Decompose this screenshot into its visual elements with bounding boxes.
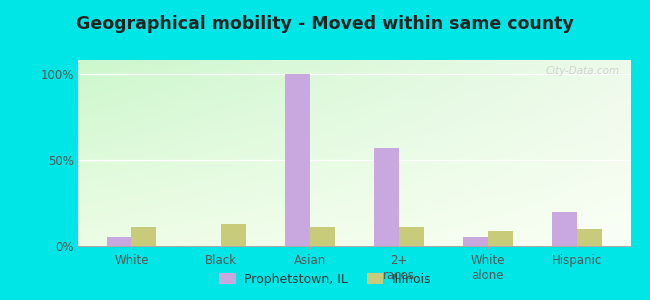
Bar (131, 227, 157, 246)
Legend: Prophetstown, IL, Illinois: Prophetstown, IL, Illinois (214, 268, 436, 291)
Bar (309, 227, 335, 246)
Bar (374, 148, 399, 246)
Text: Geographical mobility - Moved within same county: Geographical mobility - Moved within sam… (76, 15, 574, 33)
Bar (488, 230, 513, 246)
Bar (399, 227, 424, 246)
Bar (577, 229, 602, 246)
Text: City-Data.com: City-Data.com (545, 66, 619, 76)
Bar (220, 224, 246, 246)
Bar (552, 212, 577, 246)
Bar (463, 237, 488, 246)
Bar (285, 74, 309, 246)
Bar (107, 237, 131, 246)
